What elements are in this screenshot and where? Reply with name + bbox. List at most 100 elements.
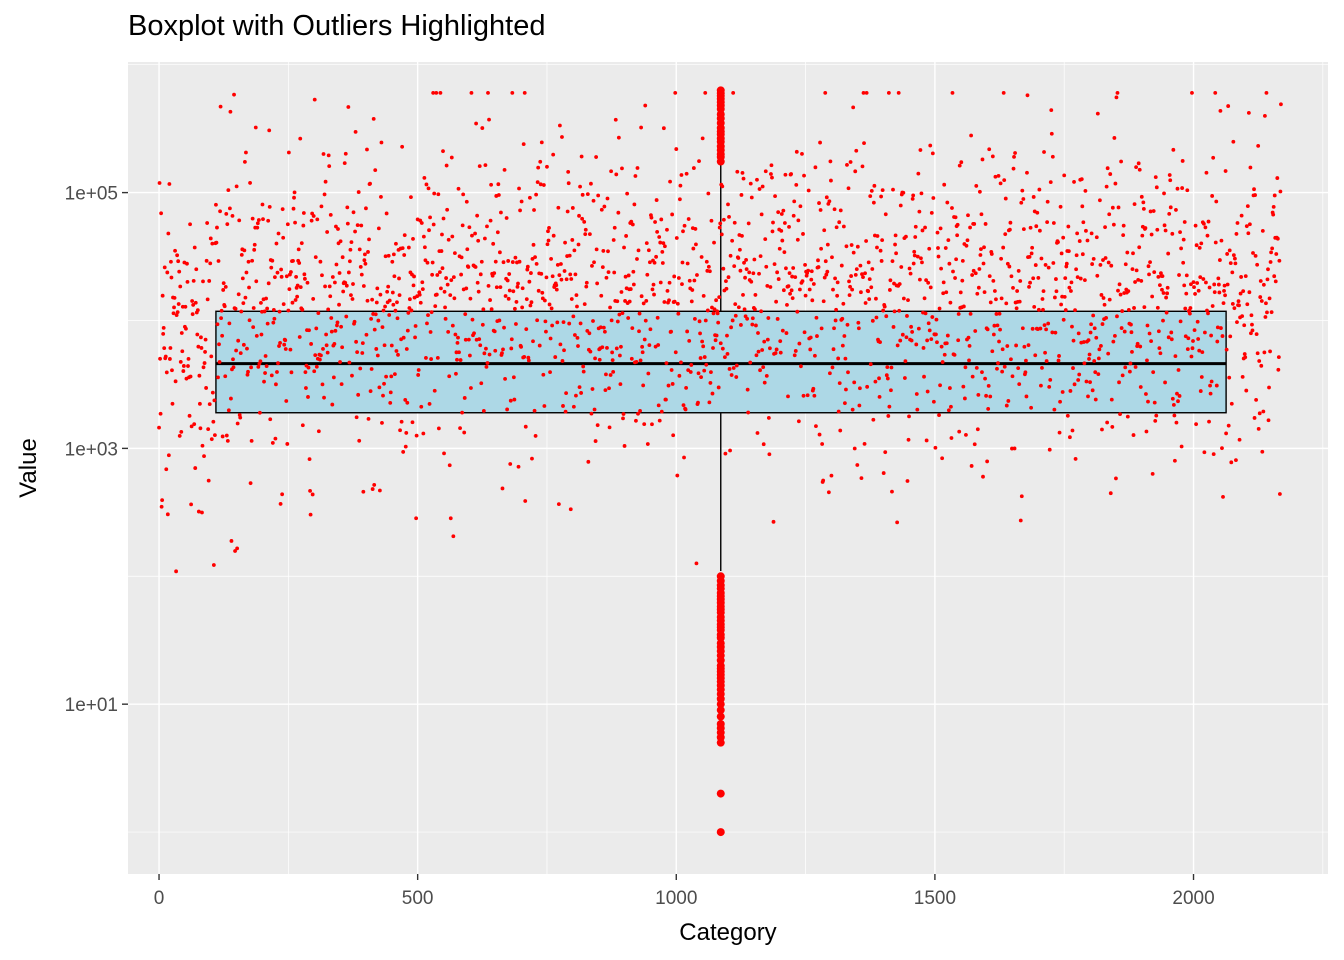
data-point bbox=[221, 288, 226, 292]
data-point bbox=[162, 265, 167, 270]
data-point bbox=[1222, 288, 1226, 293]
data-point bbox=[794, 182, 799, 187]
data-point bbox=[1195, 319, 1200, 324]
data-point bbox=[320, 382, 325, 387]
data-point bbox=[229, 396, 233, 401]
data-point bbox=[627, 299, 632, 304]
data-point bbox=[607, 386, 611, 391]
data-point bbox=[536, 165, 541, 170]
data-point bbox=[438, 90, 443, 95]
data-point bbox=[936, 246, 940, 250]
data-point bbox=[710, 391, 715, 396]
data-point bbox=[964, 433, 968, 437]
data-point bbox=[1175, 186, 1180, 191]
data-point bbox=[1162, 223, 1167, 228]
data-point bbox=[1156, 274, 1161, 279]
data-point bbox=[796, 419, 801, 424]
data-point bbox=[209, 437, 214, 442]
data-point bbox=[202, 361, 207, 365]
data-point bbox=[869, 188, 874, 193]
data-point bbox=[1126, 307, 1131, 312]
data-point bbox=[1246, 110, 1251, 115]
data-point bbox=[478, 343, 483, 348]
data-point bbox=[1073, 457, 1078, 461]
data-point bbox=[1137, 245, 1142, 250]
data-point bbox=[446, 237, 451, 242]
data-point bbox=[614, 172, 619, 177]
data-point bbox=[859, 476, 864, 481]
data-point bbox=[848, 160, 853, 164]
data-point bbox=[987, 274, 992, 279]
data-point bbox=[1203, 225, 1208, 230]
data-point bbox=[682, 455, 686, 460]
data-point bbox=[203, 350, 207, 354]
data-point bbox=[263, 354, 268, 358]
data-point bbox=[842, 334, 847, 338]
data-point bbox=[1083, 188, 1088, 193]
data-point bbox=[266, 218, 271, 223]
data-point bbox=[664, 361, 669, 366]
data-point bbox=[1262, 350, 1267, 355]
data-point bbox=[895, 520, 900, 525]
data-point bbox=[246, 369, 250, 374]
data-point bbox=[919, 191, 924, 196]
data-point bbox=[620, 166, 624, 171]
data-point bbox=[300, 423, 305, 428]
data-point bbox=[217, 342, 221, 347]
data-point bbox=[1189, 282, 1193, 287]
data-point bbox=[398, 428, 402, 433]
data-point bbox=[159, 504, 164, 509]
data-point bbox=[798, 204, 803, 209]
data-point bbox=[183, 304, 188, 309]
data-point bbox=[199, 346, 204, 350]
data-point bbox=[1198, 275, 1203, 280]
data-point bbox=[819, 326, 824, 331]
data-point bbox=[1144, 429, 1149, 434]
data-point bbox=[1026, 343, 1031, 348]
data-point bbox=[733, 302, 738, 306]
data-point bbox=[1129, 330, 1134, 335]
data-point bbox=[255, 225, 260, 230]
data-point bbox=[723, 451, 728, 456]
data-point bbox=[435, 355, 440, 360]
data-point bbox=[910, 196, 915, 201]
data-point bbox=[690, 288, 695, 292]
data-point bbox=[373, 312, 378, 317]
data-point bbox=[1202, 330, 1207, 335]
data-point bbox=[516, 281, 520, 286]
data-point bbox=[811, 386, 816, 391]
data-point bbox=[1080, 252, 1085, 257]
data-point bbox=[441, 216, 446, 221]
data-point bbox=[224, 211, 229, 216]
data-point bbox=[476, 289, 481, 294]
data-point bbox=[678, 183, 683, 188]
data-point bbox=[358, 264, 363, 269]
data-point bbox=[557, 273, 562, 278]
data-point bbox=[987, 147, 992, 152]
data-point bbox=[843, 356, 848, 361]
data-point bbox=[1096, 356, 1101, 361]
data-point bbox=[428, 215, 432, 220]
data-point bbox=[1012, 154, 1016, 159]
data-point bbox=[387, 298, 392, 303]
data-point bbox=[941, 280, 946, 285]
data-point bbox=[744, 257, 749, 262]
data-point bbox=[1139, 279, 1144, 283]
data-point bbox=[388, 400, 393, 405]
data-point bbox=[998, 181, 1003, 186]
data-point bbox=[476, 238, 481, 243]
data-point bbox=[1099, 293, 1104, 297]
data-point bbox=[830, 255, 834, 260]
data-point bbox=[926, 321, 931, 326]
data-point bbox=[661, 241, 666, 246]
data-point bbox=[290, 300, 295, 305]
data-point bbox=[840, 343, 845, 348]
data-point bbox=[571, 404, 576, 409]
data-point bbox=[368, 389, 373, 394]
data-point bbox=[602, 329, 607, 334]
data-point bbox=[1146, 264, 1151, 269]
data-point bbox=[1160, 287, 1164, 292]
data-point bbox=[826, 490, 831, 495]
data-point bbox=[1215, 325, 1220, 330]
